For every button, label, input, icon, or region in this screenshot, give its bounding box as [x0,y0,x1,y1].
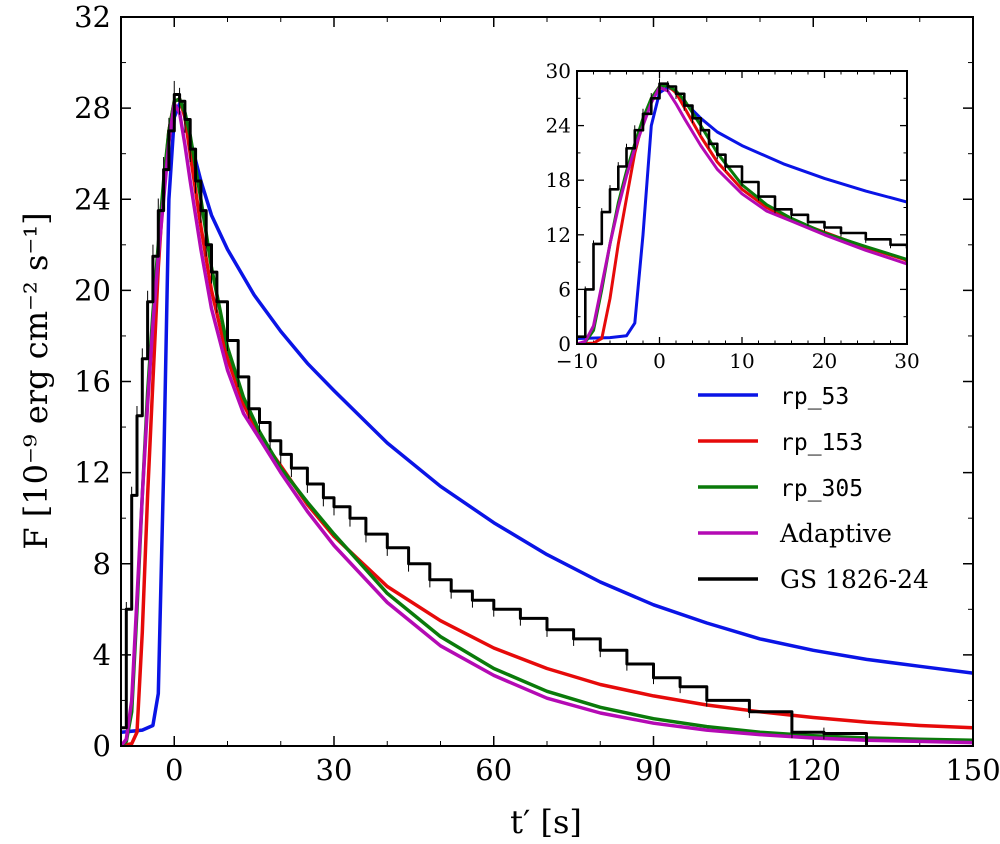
inset-ticks [576,70,908,345]
y-axis-label: F [10⁻⁹ erg cm⁻² s⁻¹] [17,212,55,549]
series-line-rp-53 [121,101,973,735]
inset-y-tick-label: 24 [546,114,571,138]
y-tick-label: 20 [74,273,111,307]
inset-y-tick-label: 30 [546,59,571,83]
legend-label-rp-153: rp_153 [780,430,863,456]
x-tick-label: 120 [786,753,841,787]
legend: rp_53 rp_153 rp_305 Adaptive GS 1826-24 [698,384,929,594]
y-tick-label: 0 [93,729,111,763]
y-tick-label: 32 [74,0,111,34]
y-tick-label: 8 [93,547,111,581]
y-tick-label: 28 [74,91,111,125]
legend-label-rp-305: rp_305 [780,476,863,502]
x-tick-label: 90 [635,753,672,787]
inset-series-line-adaptive [577,85,907,344]
inset-background [577,71,907,344]
main-axes-frame [120,16,974,747]
y-tick-label: 12 [74,456,111,490]
inset-plot-area [577,78,907,344]
inset-x-tick-label: 10 [729,349,754,373]
inset-x-tick-label: −10 [556,349,598,373]
inset-y-tick-label: 18 [546,168,571,192]
legend-label-rp-53: rp_53 [780,384,849,410]
legend-label-adaptive: Adaptive [779,519,892,548]
series-line-rp-153 [121,97,973,746]
x-tick-label: 0 [165,753,183,787]
inset-y-tick-label: 6 [558,277,571,301]
inset-y-tick-label: 0 [558,332,571,356]
x-tick-label: 60 [475,753,512,787]
inset-axes-frame [576,70,908,345]
y-tick-label: 16 [74,365,111,399]
main-plot-area [121,80,973,746]
x-tick-label: 30 [316,753,353,787]
inset-x-tick-label: 30 [894,349,919,373]
inset-x-tick-label: 20 [812,349,837,373]
y-tick-label: 4 [93,638,111,672]
x-axis-label: t′ [s] [510,803,582,841]
legend-label-gs-1826-24: GS 1826-24 [780,565,929,594]
x-tick-label: 150 [945,753,1000,787]
series-line-adaptive [121,101,973,746]
y-tick-label: 24 [74,182,111,216]
inset-y-tick-label: 12 [546,223,571,247]
inset-x-tick-label: 0 [653,349,666,373]
